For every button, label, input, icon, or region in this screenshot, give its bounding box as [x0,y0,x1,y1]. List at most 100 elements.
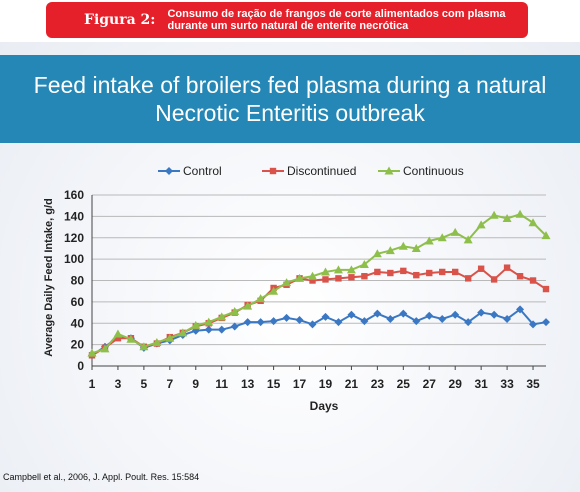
data-point-discontinued [322,276,329,283]
series-line-continuous [91,213,547,355]
data-point-continuous [476,220,486,229]
data-point-control [373,309,382,318]
data-point-control [269,317,278,326]
y-tick-label: 60 [71,295,85,309]
data-point-discontinued [361,273,368,280]
data-point-continuous [152,337,162,346]
data-point-continuous [217,312,227,321]
data-point-control [516,305,525,314]
data-point-continuous [411,243,421,252]
data-point-discontinued [114,335,122,342]
chart-title: Feed intake of broilers fed plasma durin… [33,72,547,126]
y-tick-label: 40 [71,316,85,330]
data-point-discontinued [439,268,446,276]
y-tick-label: 120 [64,231,84,245]
y-axis-title: Average Daily Feed Intake, g/d [43,198,55,357]
data-point-continuous [437,233,447,242]
x-tick-label: 13 [241,377,255,391]
y-tick-label: 160 [64,188,84,202]
data-point-control [451,310,460,319]
data-point-continuous [528,218,538,227]
data-point-control [334,318,343,327]
data-point-control [204,325,213,334]
legend-label-control: Control [183,164,222,178]
x-tick-label: 17 [293,377,307,391]
x-tick-label: 31 [474,377,488,391]
y-tick-label: 0 [77,359,84,373]
data-point-control [386,314,395,323]
data-point-continuous [424,236,434,245]
x-tick-label: 29 [449,377,463,391]
data-point-discontinued [387,269,394,277]
data-point-control [542,318,550,327]
x-tick-label: 3 [115,377,122,391]
data-point-continuous [398,241,408,250]
data-point-discontinued [374,268,381,276]
x-tick-label: 9 [192,377,199,391]
data-point-discontinued [529,277,537,284]
data-point-control [282,313,291,322]
data-point-continuous [256,294,266,303]
x-tick-label: 11 [215,377,228,391]
x-tick-label: 25 [397,377,411,391]
y-tick-label: 140 [64,209,84,223]
y-tick-label: 20 [71,338,85,352]
data-point-continuous [489,210,499,219]
data-point-discontinued [503,264,511,271]
data-point-discontinued [413,271,420,279]
x-tick-label: 19 [319,377,333,391]
data-point-control [321,312,330,321]
data-point-continuous [346,265,356,274]
x-tick-label: 15 [267,377,281,391]
x-tick-label: 1 [89,377,96,391]
data-point-continuous [204,317,214,326]
data-point-continuous [139,342,149,351]
data-point-continuous [463,235,473,244]
data-point-control [464,318,473,327]
legend-marker-control [165,167,173,175]
data-point-continuous [515,209,525,218]
data-point-continuous [178,328,188,337]
data-point-continuous [372,249,382,258]
data-point-control [230,322,239,331]
data-point-discontinued [516,273,524,280]
data-point-continuous [191,320,201,329]
data-point-discontinued [426,269,433,277]
data-point-control [503,314,512,323]
x-tick-label: 7 [166,377,173,391]
data-point-discontinued [400,267,407,275]
data-point-control [438,314,447,323]
x-tick-label: 23 [371,377,385,391]
citation: Campbell et al., 2006, J. Appl. Poult. R… [3,472,200,482]
data-point-continuous [359,259,369,268]
data-point-discontinued [542,285,550,293]
x-axis-title: Days [310,399,339,413]
data-point-continuous [230,306,240,315]
data-point-continuous [308,271,318,280]
data-point-discontinued [452,268,459,276]
data-point-control [529,320,538,329]
data-point-continuous [87,348,97,357]
data-point-control [217,325,226,334]
data-point-control [295,316,304,325]
data-point-discontinued [490,276,498,283]
data-point-control [425,311,434,320]
data-point-continuous [320,267,330,276]
data-point-discontinued [335,275,342,282]
data-point-continuous [282,278,292,287]
data-point-continuous [269,286,279,295]
x-tick-label: 27 [423,377,437,391]
legend-label-continuous: Continuous [403,164,464,178]
figure-caption-banner: Figura 2: Consumo de ração de frangos de… [46,2,528,38]
data-point-control [347,310,356,319]
data-point-discontinued [477,265,485,272]
data-point-control [412,317,421,326]
data-point-continuous [541,231,551,240]
x-tick-label: 21 [345,377,359,391]
series-line-control [91,308,547,357]
data-point-discontinued [348,274,355,281]
data-point-control [477,308,486,317]
legend-marker-continuous [384,166,394,175]
data-point-continuous [502,214,512,223]
